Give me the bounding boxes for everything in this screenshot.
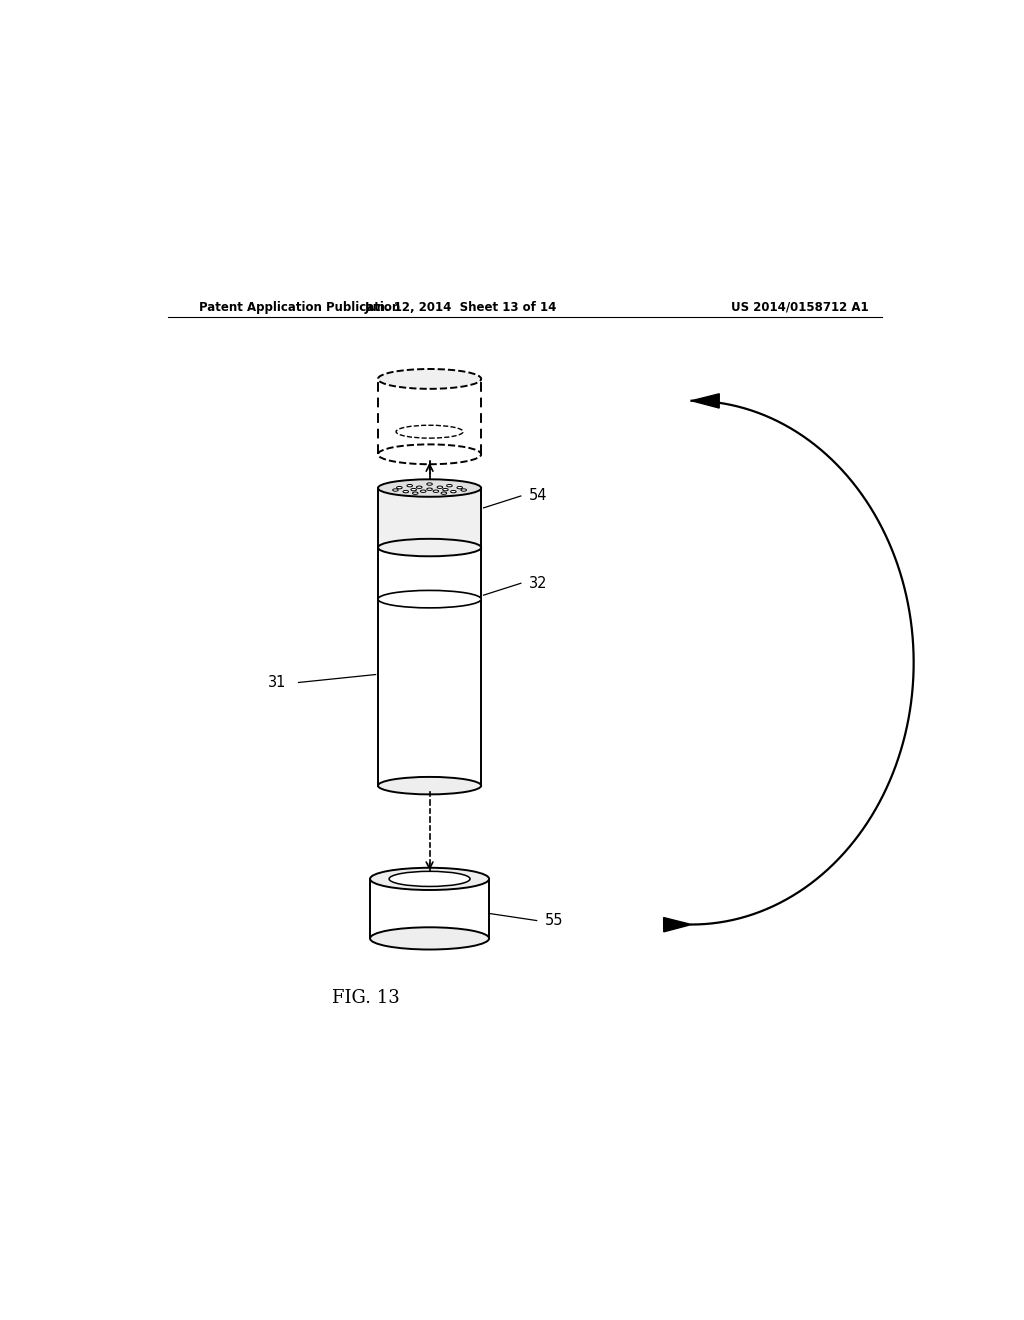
Ellipse shape xyxy=(392,488,398,491)
Text: 54: 54 xyxy=(528,488,547,503)
Ellipse shape xyxy=(461,488,467,491)
Ellipse shape xyxy=(378,590,481,609)
Ellipse shape xyxy=(413,492,418,495)
Bar xyxy=(378,379,481,454)
Ellipse shape xyxy=(370,867,489,890)
Text: Jun. 12, 2014  Sheet 13 of 14: Jun. 12, 2014 Sheet 13 of 14 xyxy=(366,301,557,314)
Text: Patent Application Publication: Patent Application Publication xyxy=(200,301,400,314)
Ellipse shape xyxy=(378,479,481,496)
Ellipse shape xyxy=(411,488,417,491)
Ellipse shape xyxy=(433,490,438,492)
Ellipse shape xyxy=(403,491,409,492)
Ellipse shape xyxy=(417,486,422,488)
Ellipse shape xyxy=(396,487,402,488)
Text: 32: 32 xyxy=(528,576,547,591)
Ellipse shape xyxy=(427,488,432,491)
Text: FIG. 13: FIG. 13 xyxy=(332,989,400,1007)
Polygon shape xyxy=(664,917,691,932)
Text: US 2014/0158712 A1: US 2014/0158712 A1 xyxy=(731,301,868,314)
Ellipse shape xyxy=(421,490,426,492)
Ellipse shape xyxy=(427,483,432,486)
Ellipse shape xyxy=(457,487,463,488)
Ellipse shape xyxy=(378,370,481,389)
Bar xyxy=(370,879,489,939)
Ellipse shape xyxy=(441,492,446,495)
Ellipse shape xyxy=(378,777,481,795)
Text: 55: 55 xyxy=(545,913,563,928)
Ellipse shape xyxy=(370,927,489,949)
Text: 31: 31 xyxy=(268,675,287,690)
Bar xyxy=(378,548,481,785)
Ellipse shape xyxy=(451,491,456,492)
Ellipse shape xyxy=(437,486,442,488)
Ellipse shape xyxy=(446,484,453,487)
Ellipse shape xyxy=(389,871,470,887)
Ellipse shape xyxy=(378,445,481,465)
Ellipse shape xyxy=(378,539,481,556)
Polygon shape xyxy=(691,393,719,408)
Ellipse shape xyxy=(442,488,449,491)
Ellipse shape xyxy=(407,484,413,487)
Bar xyxy=(378,488,481,548)
